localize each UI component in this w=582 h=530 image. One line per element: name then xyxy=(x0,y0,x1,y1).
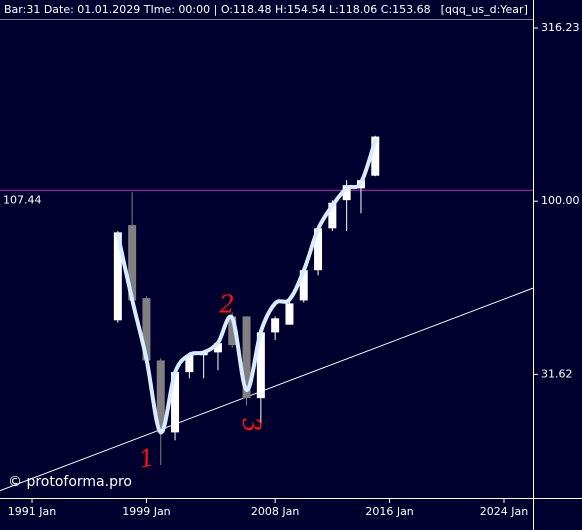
header: Bar:31 Date: 01.01.2029 TIme: 00:00 | O:… xyxy=(4,3,528,16)
level-label: 107.44 xyxy=(3,193,42,206)
annotation: 1 xyxy=(137,443,157,473)
smooth-line xyxy=(115,138,378,435)
symbol-label: [qqq_us_d:Year] xyxy=(441,3,528,16)
y-tick-label: 100.00 xyxy=(541,194,580,207)
candle-body xyxy=(156,360,165,433)
candle-body xyxy=(185,355,194,373)
watermark: © protoforma.pro xyxy=(8,474,132,490)
y-tick-label: 31.62 xyxy=(541,367,573,380)
annotation: 2 xyxy=(218,291,234,319)
chart-title: Bar:31 Date: 01.01.2029 TIme: 00:00 | O:… xyxy=(4,3,431,16)
candle-body xyxy=(113,232,122,321)
candle-body xyxy=(171,372,180,433)
candle-body xyxy=(299,270,308,301)
x-tick-label: 1999 Jan xyxy=(122,505,170,518)
candle-body xyxy=(314,228,323,271)
candle-body xyxy=(228,316,237,346)
y-tick-label: 316.23 xyxy=(541,21,580,34)
x-tick-label: 2008 Jan xyxy=(251,505,299,518)
candle-body xyxy=(271,318,280,333)
trendline xyxy=(0,287,534,492)
candle-body xyxy=(242,316,251,399)
candle-body xyxy=(256,332,265,399)
candle-body xyxy=(342,185,351,201)
x-tick-label: 1991 Jan xyxy=(8,505,56,518)
x-tick-label: 2024 Jan xyxy=(480,505,528,518)
candle-body xyxy=(371,136,380,176)
x-tick-label: 2016 Jan xyxy=(365,505,413,518)
annotation: 3 xyxy=(236,415,266,435)
candle-body xyxy=(213,343,222,353)
candle-body xyxy=(142,298,151,361)
candle-body xyxy=(328,202,337,229)
candle-body xyxy=(285,303,294,325)
candle-body xyxy=(128,225,137,301)
